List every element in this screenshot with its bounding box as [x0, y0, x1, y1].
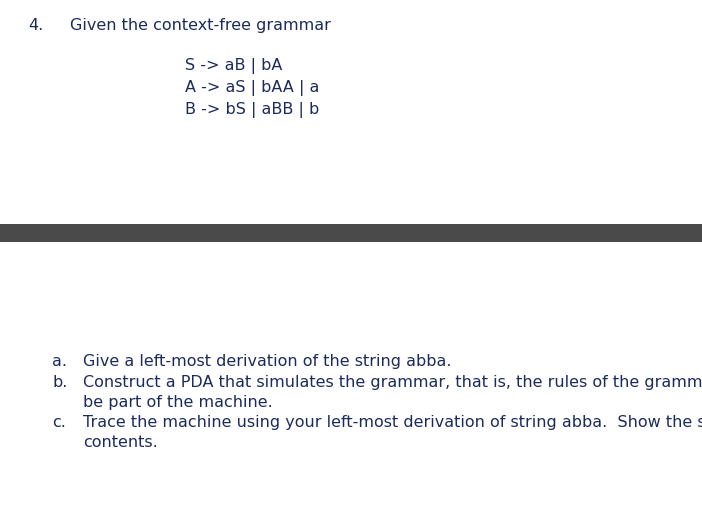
Text: A -> aS | bAA | a: A -> aS | bAA | a	[185, 80, 319, 96]
Text: b.: b.	[52, 375, 67, 390]
Text: B -> bS | aBB | b: B -> bS | aBB | b	[185, 102, 319, 118]
Text: Construct a PDA that simulates the grammar, that is, the rules of the grammar mu: Construct a PDA that simulates the gramm…	[83, 375, 702, 390]
Text: Give a left-most derivation of the string abba.: Give a left-most derivation of the strin…	[83, 354, 451, 369]
Text: 4.: 4.	[28, 18, 44, 33]
Text: contents.: contents.	[83, 435, 158, 450]
Text: be part of the machine.: be part of the machine.	[83, 395, 273, 410]
Text: c.: c.	[52, 415, 66, 430]
Text: a.: a.	[52, 354, 67, 369]
Text: Given the context-free grammar: Given the context-free grammar	[70, 18, 331, 33]
Bar	[0, 224, 702, 242]
Text: Trace the machine using your left-most derivation of string abba.  Show the stac: Trace the machine using your left-most d…	[83, 415, 702, 430]
Text: S -> aB | bA: S -> aB | bA	[185, 58, 282, 74]
